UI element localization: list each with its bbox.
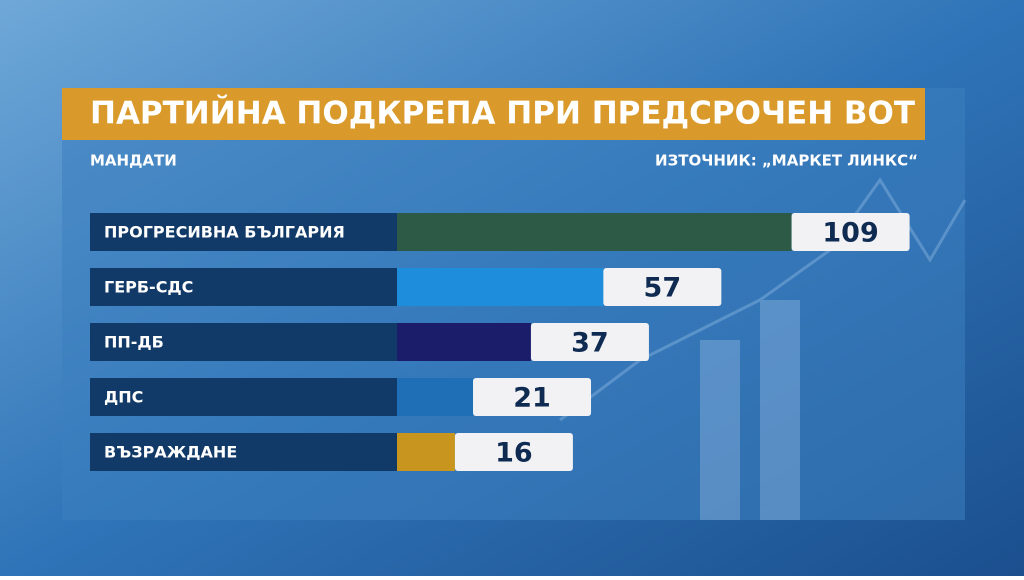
value-label: 16 [495, 438, 533, 469]
decoration [559, 177, 967, 520]
value-box [530, 323, 649, 361]
value-label: 21 [513, 383, 551, 414]
chart-title: ПАРТИЙНА ПОДКРЕПА ПРИ ПРЕДСРОЧЕН ВОТ [90, 96, 915, 132]
value-box [454, 433, 573, 471]
value-box [603, 268, 722, 306]
category-label: ВЪЗРАЖДАНЕ [104, 443, 237, 462]
subtitle: МАНДАТИ [90, 152, 177, 170]
value-label: 57 [644, 273, 682, 304]
label-box [90, 268, 397, 306]
category-label: ДПС [104, 388, 143, 407]
source: ИЗТОЧНИК: „МАРКЕТ ЛИНКС“ [655, 152, 918, 170]
title-box [62, 88, 925, 140]
category-label: ПП-ДБ [104, 333, 164, 352]
value-box [791, 213, 910, 251]
label-box [90, 213, 397, 251]
bar [397, 268, 604, 306]
bar [397, 433, 455, 471]
value-label: 109 [822, 218, 878, 249]
category-label: ПРОГРЕСИВНА БЪЛГАРИЯ [104, 223, 345, 242]
label-box [90, 323, 397, 361]
label-box [90, 433, 397, 471]
label-box [90, 378, 397, 416]
category-label: ГЕРБ-СДС [104, 278, 193, 297]
bar [397, 213, 792, 251]
bar [397, 323, 531, 361]
value-box [473, 378, 592, 416]
bar [397, 378, 474, 416]
value-label: 37 [571, 328, 609, 359]
